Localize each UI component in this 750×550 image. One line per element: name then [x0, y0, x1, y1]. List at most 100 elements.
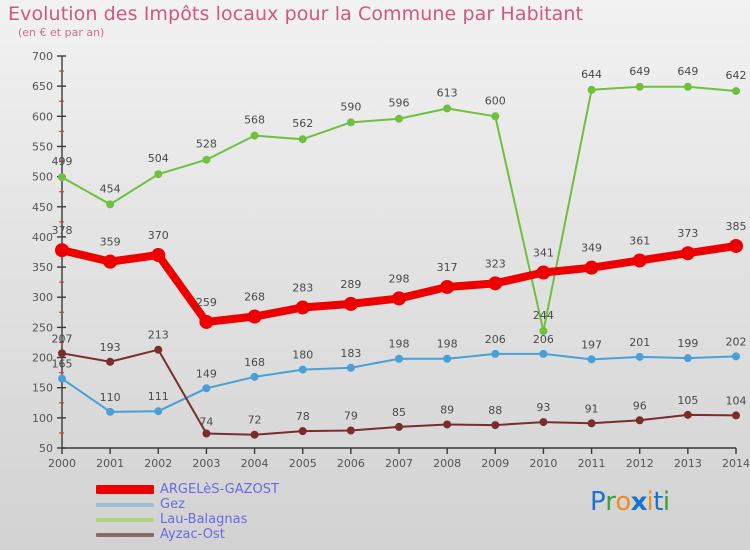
- data-point[interactable]: [536, 265, 551, 280]
- data-point[interactable]: [683, 354, 692, 363]
- data-point[interactable]: [683, 82, 692, 91]
- data-point[interactable]: [539, 327, 548, 336]
- proxiti-logo[interactable]: Proxiti: [590, 487, 670, 517]
- series-lau-balagnas: [58, 82, 740, 336]
- data-point[interactable]: [539, 418, 548, 427]
- data-point[interactable]: [488, 276, 503, 291]
- data-point-label: 105: [677, 394, 698, 407]
- data-point-label: 642: [726, 69, 747, 82]
- data-point-label: 74: [199, 416, 213, 429]
- data-point-label: 283: [292, 281, 313, 294]
- logo-letter: i: [646, 487, 654, 517]
- data-point[interactable]: [106, 357, 115, 366]
- data-point[interactable]: [298, 365, 307, 374]
- y-tick-label: 500: [32, 171, 53, 184]
- data-point-label: 289: [340, 278, 361, 291]
- legend-swatch: [96, 532, 154, 537]
- data-point[interactable]: [683, 410, 692, 419]
- data-point[interactable]: [247, 309, 262, 324]
- data-point[interactable]: [732, 352, 740, 361]
- x-tick-label: 2007: [385, 457, 413, 470]
- data-point[interactable]: [154, 345, 163, 354]
- data-point[interactable]: [395, 422, 403, 431]
- data-point[interactable]: [584, 260, 599, 275]
- data-point[interactable]: [154, 407, 163, 416]
- data-point[interactable]: [729, 238, 743, 253]
- legend-label: ARGELèS-GAZOST: [160, 482, 279, 497]
- data-point[interactable]: [587, 355, 596, 364]
- data-point-label: 88: [488, 404, 502, 417]
- y-tick-label: 300: [32, 291, 53, 304]
- logo-letter: o: [615, 487, 631, 517]
- data-point-label: 104: [726, 394, 747, 407]
- data-point[interactable]: [58, 374, 66, 383]
- data-point-label: 568: [244, 114, 265, 127]
- data-point[interactable]: [103, 254, 118, 269]
- data-point[interactable]: [346, 363, 355, 372]
- data-point[interactable]: [732, 86, 740, 95]
- data-point[interactable]: [587, 419, 596, 428]
- data-point[interactable]: [202, 429, 211, 438]
- legend-item[interactable]: Ayzac-Ost: [96, 527, 416, 542]
- y-tick-label: 200: [32, 352, 53, 365]
- data-point[interactable]: [151, 248, 166, 263]
- data-point[interactable]: [154, 170, 163, 179]
- data-point[interactable]: [346, 426, 355, 435]
- data-point[interactable]: [635, 82, 644, 91]
- data-point[interactable]: [199, 314, 214, 329]
- data-point[interactable]: [732, 411, 740, 420]
- data-point[interactable]: [440, 279, 455, 294]
- data-point-label: 596: [389, 97, 410, 110]
- data-point[interactable]: [632, 253, 647, 268]
- legend-item[interactable]: Lau-Balagnas: [96, 512, 416, 527]
- data-point[interactable]: [443, 354, 452, 363]
- data-point[interactable]: [587, 85, 596, 94]
- series-ayzac-ost: [58, 345, 740, 439]
- data-point[interactable]: [106, 407, 115, 416]
- data-point-label: 613: [437, 86, 458, 99]
- y-tick-label: 600: [32, 110, 53, 123]
- data-point[interactable]: [491, 349, 500, 358]
- data-point[interactable]: [58, 349, 66, 358]
- legend-item[interactable]: Gez: [96, 497, 416, 512]
- data-point[interactable]: [395, 354, 403, 363]
- data-point-label: 341: [533, 247, 554, 260]
- data-point[interactable]: [443, 420, 452, 429]
- x-tick-label: 2001: [96, 457, 124, 470]
- x-tick-label: 2003: [192, 457, 220, 470]
- data-point[interactable]: [55, 243, 69, 258]
- data-point[interactable]: [395, 114, 403, 123]
- data-point-label: 359: [100, 236, 121, 249]
- data-point[interactable]: [202, 155, 211, 164]
- data-point[interactable]: [346, 118, 355, 127]
- data-point[interactable]: [491, 112, 500, 121]
- data-point-label: 213: [148, 329, 169, 342]
- data-point[interactable]: [680, 246, 695, 261]
- data-point[interactable]: [635, 416, 644, 425]
- data-point-label: 206: [485, 333, 506, 346]
- data-point[interactable]: [250, 372, 259, 381]
- data-point[interactable]: [295, 300, 310, 315]
- data-point[interactable]: [298, 427, 307, 436]
- data-point[interactable]: [635, 352, 644, 361]
- x-tick-label: 2008: [433, 457, 461, 470]
- data-point-label: 528: [196, 138, 217, 151]
- data-point[interactable]: [58, 173, 66, 182]
- data-point[interactable]: [392, 291, 406, 306]
- data-point[interactable]: [491, 421, 500, 430]
- data-point[interactable]: [539, 349, 548, 358]
- legend-item[interactable]: ARGELèS-GAZOST: [96, 482, 416, 497]
- data-point[interactable]: [443, 104, 452, 113]
- data-point[interactable]: [250, 430, 259, 439]
- data-point-label: 91: [585, 402, 599, 415]
- data-point[interactable]: [343, 296, 358, 311]
- data-point-label: 110: [100, 391, 121, 404]
- data-point-label: 504: [148, 152, 169, 165]
- series-gez: [58, 349, 740, 416]
- data-point-label: 385: [726, 220, 747, 233]
- data-point[interactable]: [250, 131, 259, 140]
- data-point[interactable]: [202, 384, 211, 393]
- data-point[interactable]: [106, 200, 115, 209]
- data-point[interactable]: [298, 135, 307, 144]
- data-point-label: 93: [536, 401, 550, 414]
